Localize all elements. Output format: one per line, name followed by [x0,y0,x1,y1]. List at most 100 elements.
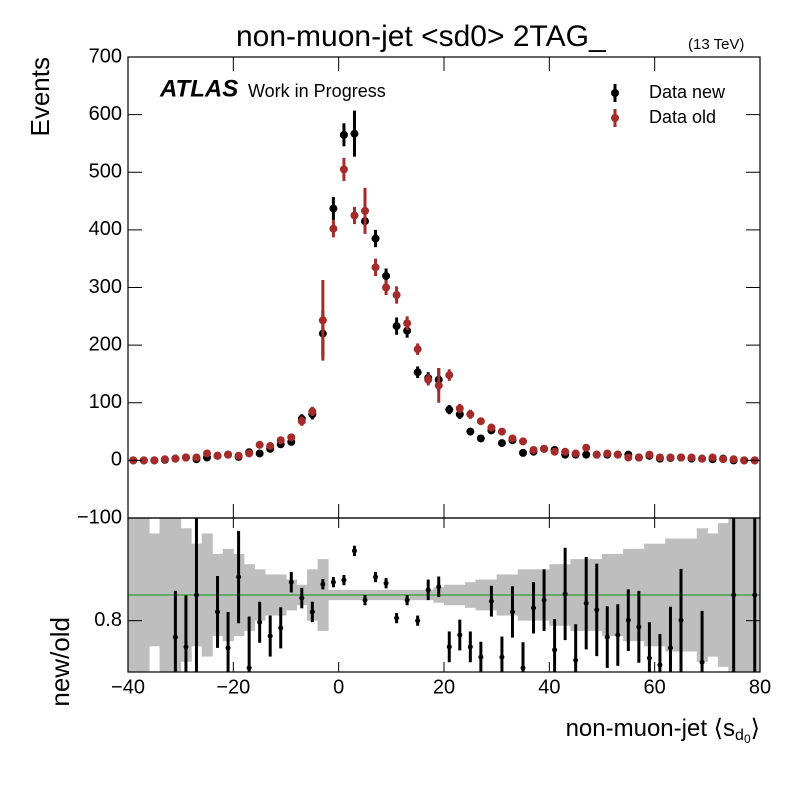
ratio-point [172,634,178,640]
data-point [666,453,675,462]
ratio-point [646,655,652,661]
ratio-point [394,615,400,621]
data-point [424,375,433,384]
data-point [582,450,591,459]
ratio-point [752,592,758,598]
ratio-point [488,598,494,604]
ratio-point [415,618,421,624]
data-point [339,165,348,174]
data-point [497,427,506,436]
data-point [476,434,485,443]
data-point [371,263,380,272]
data-point [350,211,359,220]
ratio-point [425,587,431,593]
data-point [382,283,391,292]
data-point [160,455,169,464]
data-point [287,433,296,442]
uncertainty-band [243,564,255,631]
data-point [708,453,717,462]
ratio-point [552,647,558,653]
ratio-point [573,657,579,663]
data-point [571,449,580,458]
data-point [687,453,696,462]
ratio-point [236,574,242,580]
y-tick-label: 400 [89,218,122,240]
data-point [171,454,180,463]
data-point [466,427,475,436]
data-point [677,453,685,462]
ratio-point [330,579,336,585]
data-point [403,319,412,328]
ratio-point [636,624,642,630]
ratio-point [562,591,568,597]
data-point [329,204,338,213]
data-point [255,449,264,458]
data-point [603,449,612,458]
data-point [445,405,454,414]
data-point [382,271,391,280]
ratio-point [373,574,379,580]
data-point [561,447,570,456]
ratio-point [436,584,442,590]
ratio-point [531,605,537,611]
data-point [624,453,633,462]
data-point [413,345,422,354]
data-point [740,456,749,465]
data-point [519,437,527,446]
x-tick-label: 0 [333,676,344,698]
legend-marker [611,89,619,97]
data-point [224,450,233,459]
ratio-point [625,617,631,623]
legend-label: Data old [649,107,716,127]
data-point [339,130,348,139]
data-point [139,456,148,465]
data-point [266,441,275,450]
ratio-point [246,665,252,671]
data-point [582,443,591,452]
data-point [592,450,601,459]
x-tick-label: −20 [216,676,250,698]
atlas-label: ATLAS [159,75,238,102]
data-point [508,434,517,443]
data-point [413,368,422,377]
data-point [234,451,243,460]
chart-title: non-muon-jet <sd0> 2TAG_ [236,20,607,53]
ratio-point [520,665,526,671]
data-point [245,449,254,458]
y-tick-label: 600 [89,103,122,125]
data-point [150,456,159,465]
x-tick-label: 40 [538,676,560,698]
axes: −40 −20 0 20 40 60 80 −100 0 100 200 300 400 500 600 70… [77,45,771,698]
y-tick-label: 500 [89,161,122,183]
data-point [455,404,464,413]
data-point [318,316,327,325]
ratio-point [615,632,621,638]
ratio-point [583,600,589,606]
data-point [371,234,380,243]
ratio-point [267,633,273,639]
ratio-point [731,592,737,598]
ratio-plot [128,518,760,672]
atlas-sublabel: Work in Progress [248,81,386,101]
x-axis-label: non-muon-jet ⟨sd0⟩ [566,715,760,746]
uncertainty-band [149,533,161,647]
ratio-point [594,607,600,613]
ratio-point [288,579,294,585]
data-point [329,224,338,233]
data-point [203,449,211,458]
y-axis-label: Events [25,57,55,137]
x-label-subsub: 0 [744,732,751,746]
data-point [392,322,401,331]
ratio-point [678,617,684,623]
ratio-y-axis-label: new/old [45,617,75,707]
data-point [487,423,496,432]
ratio-point [257,619,263,625]
energy-label: (13 TeV) [688,36,744,53]
ratio-point [509,609,515,615]
ratio-point [446,644,452,650]
ratio-point [478,654,484,660]
data-point [497,439,506,448]
data-point [276,436,285,445]
data-point [698,454,707,463]
